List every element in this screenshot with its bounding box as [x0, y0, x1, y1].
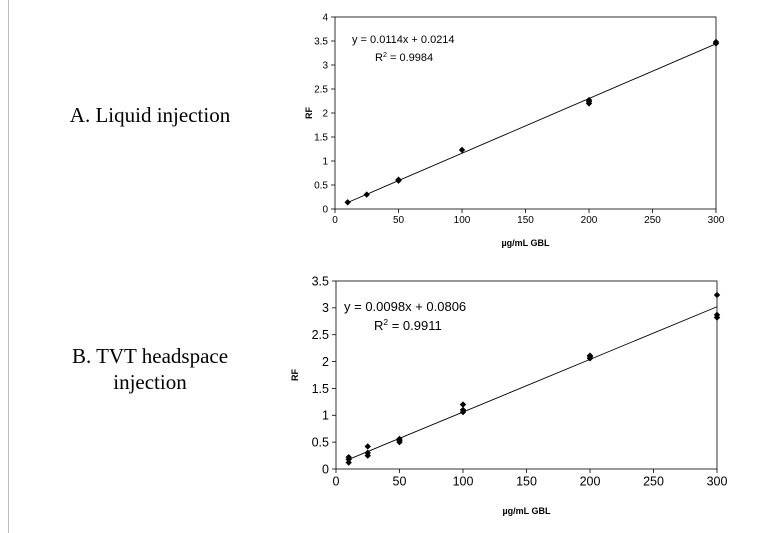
y-tick-label: 0 [322, 205, 328, 216]
data-point [712, 38, 720, 46]
x-axis-title: µg/mL GBL [501, 238, 550, 248]
y-tick-label: 1.5 [314, 133, 328, 144]
y-tick-label: 2.5 [312, 328, 329, 342]
x-tick-label: 100 [453, 475, 474, 489]
panel-b-label: B. TVT headspace injection [40, 343, 260, 395]
y-tick-label: 2 [322, 355, 329, 369]
x-tick-label: 200 [580, 475, 601, 489]
x-tick-label: 50 [393, 215, 405, 226]
x-tick-label: 150 [516, 475, 537, 489]
trendline [348, 306, 718, 460]
x-tick-label: 250 [643, 475, 664, 489]
data-point [458, 146, 466, 154]
regression-equation: y = 0.0098x + 0.0806 [344, 299, 466, 314]
data-point [363, 191, 370, 198]
x-tick-label: 250 [644, 215, 661, 226]
panel-a-label-text: A. Liquid injection [69, 103, 231, 127]
panel-b-label-line1: B. TVT headspace [71, 344, 229, 368]
regression-equation: y = 0.0114x + 0.0214 [352, 34, 455, 46]
y-tick-label: 3.5 [314, 37, 328, 48]
y-tick-label: 1 [322, 409, 329, 423]
left-border-line [8, 0, 9, 533]
data-point [713, 291, 721, 299]
x-tick-label: 0 [333, 475, 340, 489]
data-point [459, 401, 467, 408]
y-tick-label: 3 [322, 61, 328, 72]
data-point [345, 459, 352, 466]
x-tick-label: 100 [454, 215, 471, 226]
y-tick-label: 2 [322, 109, 328, 120]
y-tick-label: 4 [322, 13, 328, 24]
x-tick-label: 300 [708, 215, 725, 226]
y-tick-label: 1.5 [312, 382, 329, 396]
data-point [396, 435, 403, 443]
y-tick-label: 1 [322, 157, 328, 168]
data-point [364, 449, 371, 457]
data-point [364, 443, 371, 450]
data-point [459, 406, 467, 414]
trendline [347, 43, 717, 203]
panel-a-label: A. Liquid injection [40, 102, 260, 128]
data-point [395, 176, 402, 183]
y-tick-label: 0.5 [312, 436, 329, 450]
data-point [344, 199, 351, 206]
y-tick-label: 0 [322, 462, 329, 476]
data-point [713, 311, 721, 319]
x-tick-label: 0 [332, 215, 338, 226]
r-squared-label: R2 = 0.9911 [374, 317, 442, 333]
x-tick-label: 150 [517, 215, 534, 226]
x-axis-title: µg/mL GBL [502, 506, 551, 516]
y-tick-label: 0.5 [314, 181, 328, 192]
r-squared-label: R2 = 0.9984 [375, 51, 433, 64]
y-tick-label: 2.5 [314, 85, 328, 96]
x-tick-label: 200 [581, 215, 598, 226]
panel-b-label-line2: injection [113, 370, 187, 394]
data-point [585, 96, 593, 104]
data-point [345, 453, 352, 461]
y-tick-label: 3.5 [312, 274, 329, 288]
x-tick-label: 300 [707, 475, 728, 489]
data-point [586, 352, 594, 359]
y-axis-title: RF [304, 107, 314, 119]
y-axis-title: RF [290, 369, 300, 381]
x-tick-label: 50 [393, 475, 407, 489]
y-tick-label: 3 [322, 301, 329, 315]
